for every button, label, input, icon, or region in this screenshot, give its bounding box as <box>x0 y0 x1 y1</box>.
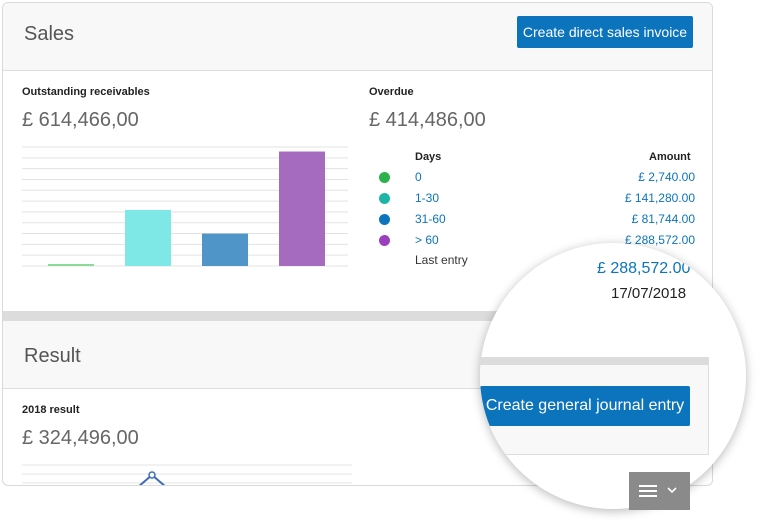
magnified-last-entry-amount: £ 288,572.00 <box>597 260 691 277</box>
bar-1-30[interactable] <box>125 209 171 266</box>
aging-dot-1-30 <box>379 193 390 204</box>
aging-row-1-30[interactable]: 1-30 £ 141,280.00 <box>379 191 695 209</box>
receivables-bar-chart <box>22 146 348 267</box>
outstanding-receivables-label: Outstanding receivables <box>22 86 150 98</box>
sales-title: Sales <box>24 23 75 45</box>
result-amount: £ 324,496,00 <box>22 427 139 449</box>
overdue-amount: £ 414,486,00 <box>369 109 486 131</box>
magnified-last-entry-date: 17/07/2018 <box>611 285 687 302</box>
hamburger-icon <box>639 485 657 498</box>
aging-amount-31-60[interactable]: £ 81,744.00 <box>631 212 695 226</box>
create-general-journal-entry-button[interactable]: Create general journal entry <box>480 386 690 426</box>
create-direct-sales-invoice-button[interactable]: Create direct sales invoice <box>517 16 693 48</box>
bar-0[interactable] <box>48 264 94 266</box>
magnified-section-divider <box>480 357 709 365</box>
aging-days-31-60[interactable]: 31-60 <box>415 212 446 226</box>
aging-dot-31-60 <box>379 214 390 225</box>
aging-dot-0 <box>379 172 390 183</box>
overdue-label: Overdue <box>369 86 414 98</box>
result-point <box>148 471 156 479</box>
aging-amount-1-30[interactable]: £ 141,280.00 <box>624 191 695 205</box>
aging-amount-over-60[interactable]: £ 288,572.00 <box>624 233 695 247</box>
magnifier-lens: £ 288,572.00 17/07/2018 Create general j… <box>480 243 746 509</box>
bar--60[interactable] <box>279 151 325 266</box>
days-column-header: Days <box>415 151 442 163</box>
outstanding-receivables-amount: £ 614,466,00 <box>22 109 139 131</box>
aging-amount-0[interactable]: £ 2,740.00 <box>638 170 695 184</box>
aging-days-0[interactable]: 0 <box>415 170 422 184</box>
aging-row-31-60[interactable]: 31-60 £ 81,744.00 <box>379 212 695 230</box>
sales-header: Sales Create direct sales invoice <box>3 3 712 71</box>
chevron-down-icon <box>667 487 677 494</box>
amount-column-header: Amount <box>649 151 691 163</box>
result-line-chart <box>22 464 352 485</box>
result-year-label: 2018 result <box>22 404 80 416</box>
aging-row-over-60[interactable]: > 60 £ 288,572.00 <box>379 233 695 251</box>
aging-days-over-60[interactable]: > 60 <box>415 233 439 247</box>
aging-row-0[interactable]: 0 £ 2,740.00 <box>379 170 695 188</box>
last-entry-label: Last entry <box>415 253 468 267</box>
menu-toggle-button[interactable] <box>629 472 690 510</box>
bar-31-60[interactable] <box>202 233 248 266</box>
aging-days-1-30[interactable]: 1-30 <box>415 191 440 205</box>
result-title: Result <box>24 345 81 367</box>
section-divider <box>3 311 712 321</box>
aging-dot-over-60 <box>379 235 390 246</box>
